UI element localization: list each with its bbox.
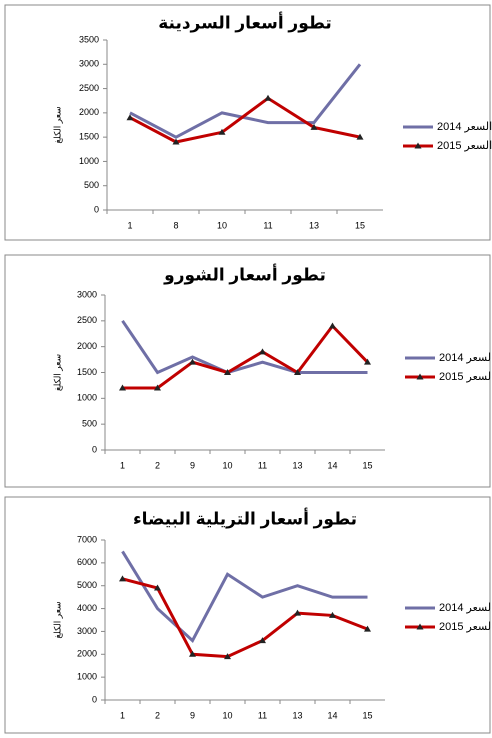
panel — [4, 4, 491, 241]
y-tick-label: 0 — [94, 204, 99, 214]
x-tick-label: 14 — [327, 460, 337, 470]
chart-title: تطور أسعار التريلية البيضاء — [133, 507, 357, 529]
legend-label: السعر 2014 — [439, 352, 492, 364]
x-tick-label: 2 — [155, 710, 160, 720]
panel — [4, 496, 491, 734]
y-tick-label: 3000 — [77, 626, 97, 636]
x-tick-label: 1 — [127, 220, 132, 230]
y-tick-label: 7000 — [77, 534, 97, 544]
legend-label: السعر 2015 — [439, 621, 492, 633]
y-tick-label: 2000 — [79, 107, 99, 117]
line-series — [122, 323, 369, 390]
y-axis-label: سعر الكلغ — [52, 106, 62, 143]
y-tick-label: 1000 — [77, 393, 97, 403]
panel — [4, 254, 491, 488]
point-marker — [259, 348, 266, 355]
point-marker — [154, 584, 161, 591]
point-marker — [294, 609, 301, 616]
legend-marker — [414, 142, 422, 149]
y-tick-label: 3500 — [79, 34, 99, 44]
point-marker — [218, 128, 226, 135]
y-tick-label: 1000 — [79, 156, 99, 166]
y-tick-label: 4000 — [77, 603, 97, 613]
y-tick-label: 2000 — [77, 341, 97, 351]
point-marker — [154, 384, 161, 391]
x-tick-label: 15 — [355, 220, 365, 230]
x-tick-label: 15 — [362, 710, 372, 720]
chart-title: تطور أسعار الشورو — [163, 263, 326, 285]
point-marker — [329, 611, 336, 618]
point-marker — [224, 653, 231, 660]
y-tick-label: 1500 — [79, 132, 99, 142]
line-series — [121, 550, 368, 643]
x-tick-label: 13 — [309, 220, 319, 230]
y-axis-label: سعر الكلغ — [52, 601, 62, 638]
y-tick-label: 6000 — [77, 557, 97, 567]
point-marker — [172, 138, 180, 145]
point-marker — [119, 384, 126, 391]
point-marker — [294, 369, 301, 375]
x-tick-label: 1 — [120, 460, 125, 470]
point-marker — [264, 94, 272, 101]
legend-label: السعر 2015 — [439, 371, 492, 383]
line-series — [122, 577, 369, 659]
legend-label: السعر 2015 — [437, 140, 492, 152]
y-tick-label: 0 — [92, 444, 97, 454]
x-tick-label: 8 — [173, 220, 178, 230]
x-tick-label: 11 — [263, 220, 272, 230]
x-tick-label: 11 — [258, 460, 267, 470]
y-tick-label: 500 — [84, 180, 99, 190]
point-marker — [310, 123, 318, 130]
x-tick-label: 10 — [222, 710, 232, 720]
point-marker — [329, 322, 336, 329]
y-tick-label: 2000 — [77, 649, 97, 659]
point-marker — [364, 358, 371, 365]
y-tick-label: 500 — [82, 419, 97, 429]
x-tick-label: 15 — [362, 460, 372, 470]
line-series — [129, 96, 361, 144]
x-tick-label: 9 — [190, 460, 195, 470]
y-tick-label: 3000 — [77, 289, 97, 299]
x-tick-label: 11 — [258, 710, 267, 720]
y-tick-label: 2500 — [77, 315, 97, 325]
chart-title: تطور أسعار السردينة — [158, 11, 332, 33]
point-marker — [224, 369, 231, 375]
y-tick-label: 5000 — [77, 580, 97, 590]
x-tick-label: 1 — [120, 710, 125, 720]
point-marker — [189, 650, 196, 657]
point-marker — [364, 625, 371, 632]
y-tick-label: 1000 — [77, 672, 97, 682]
point-marker — [356, 133, 364, 140]
x-tick-label: 10 — [222, 460, 232, 470]
x-tick-label: 2 — [155, 460, 160, 470]
x-tick-label: 14 — [327, 710, 337, 720]
line-series — [121, 319, 368, 375]
legend-label: السعر 2014 — [437, 121, 492, 133]
point-marker — [189, 358, 196, 365]
legend-marker — [416, 373, 424, 380]
y-axis-label: سعر الكلغ — [52, 354, 62, 391]
y-tick-label: 0 — [92, 694, 97, 704]
x-tick-label: 9 — [190, 710, 195, 720]
line-series — [129, 63, 362, 139]
x-tick-label: 13 — [292, 460, 302, 470]
point-marker — [259, 637, 266, 644]
point-marker — [119, 575, 126, 582]
x-tick-label: 10 — [217, 220, 227, 230]
y-tick-label: 1500 — [77, 367, 97, 377]
y-tick-label: 2500 — [79, 83, 99, 93]
x-tick-label: 13 — [292, 710, 302, 720]
legend-label: السعر 2014 — [439, 602, 492, 614]
point-marker — [126, 114, 134, 121]
legend-marker — [416, 623, 424, 630]
y-tick-label: 3000 — [79, 59, 99, 69]
